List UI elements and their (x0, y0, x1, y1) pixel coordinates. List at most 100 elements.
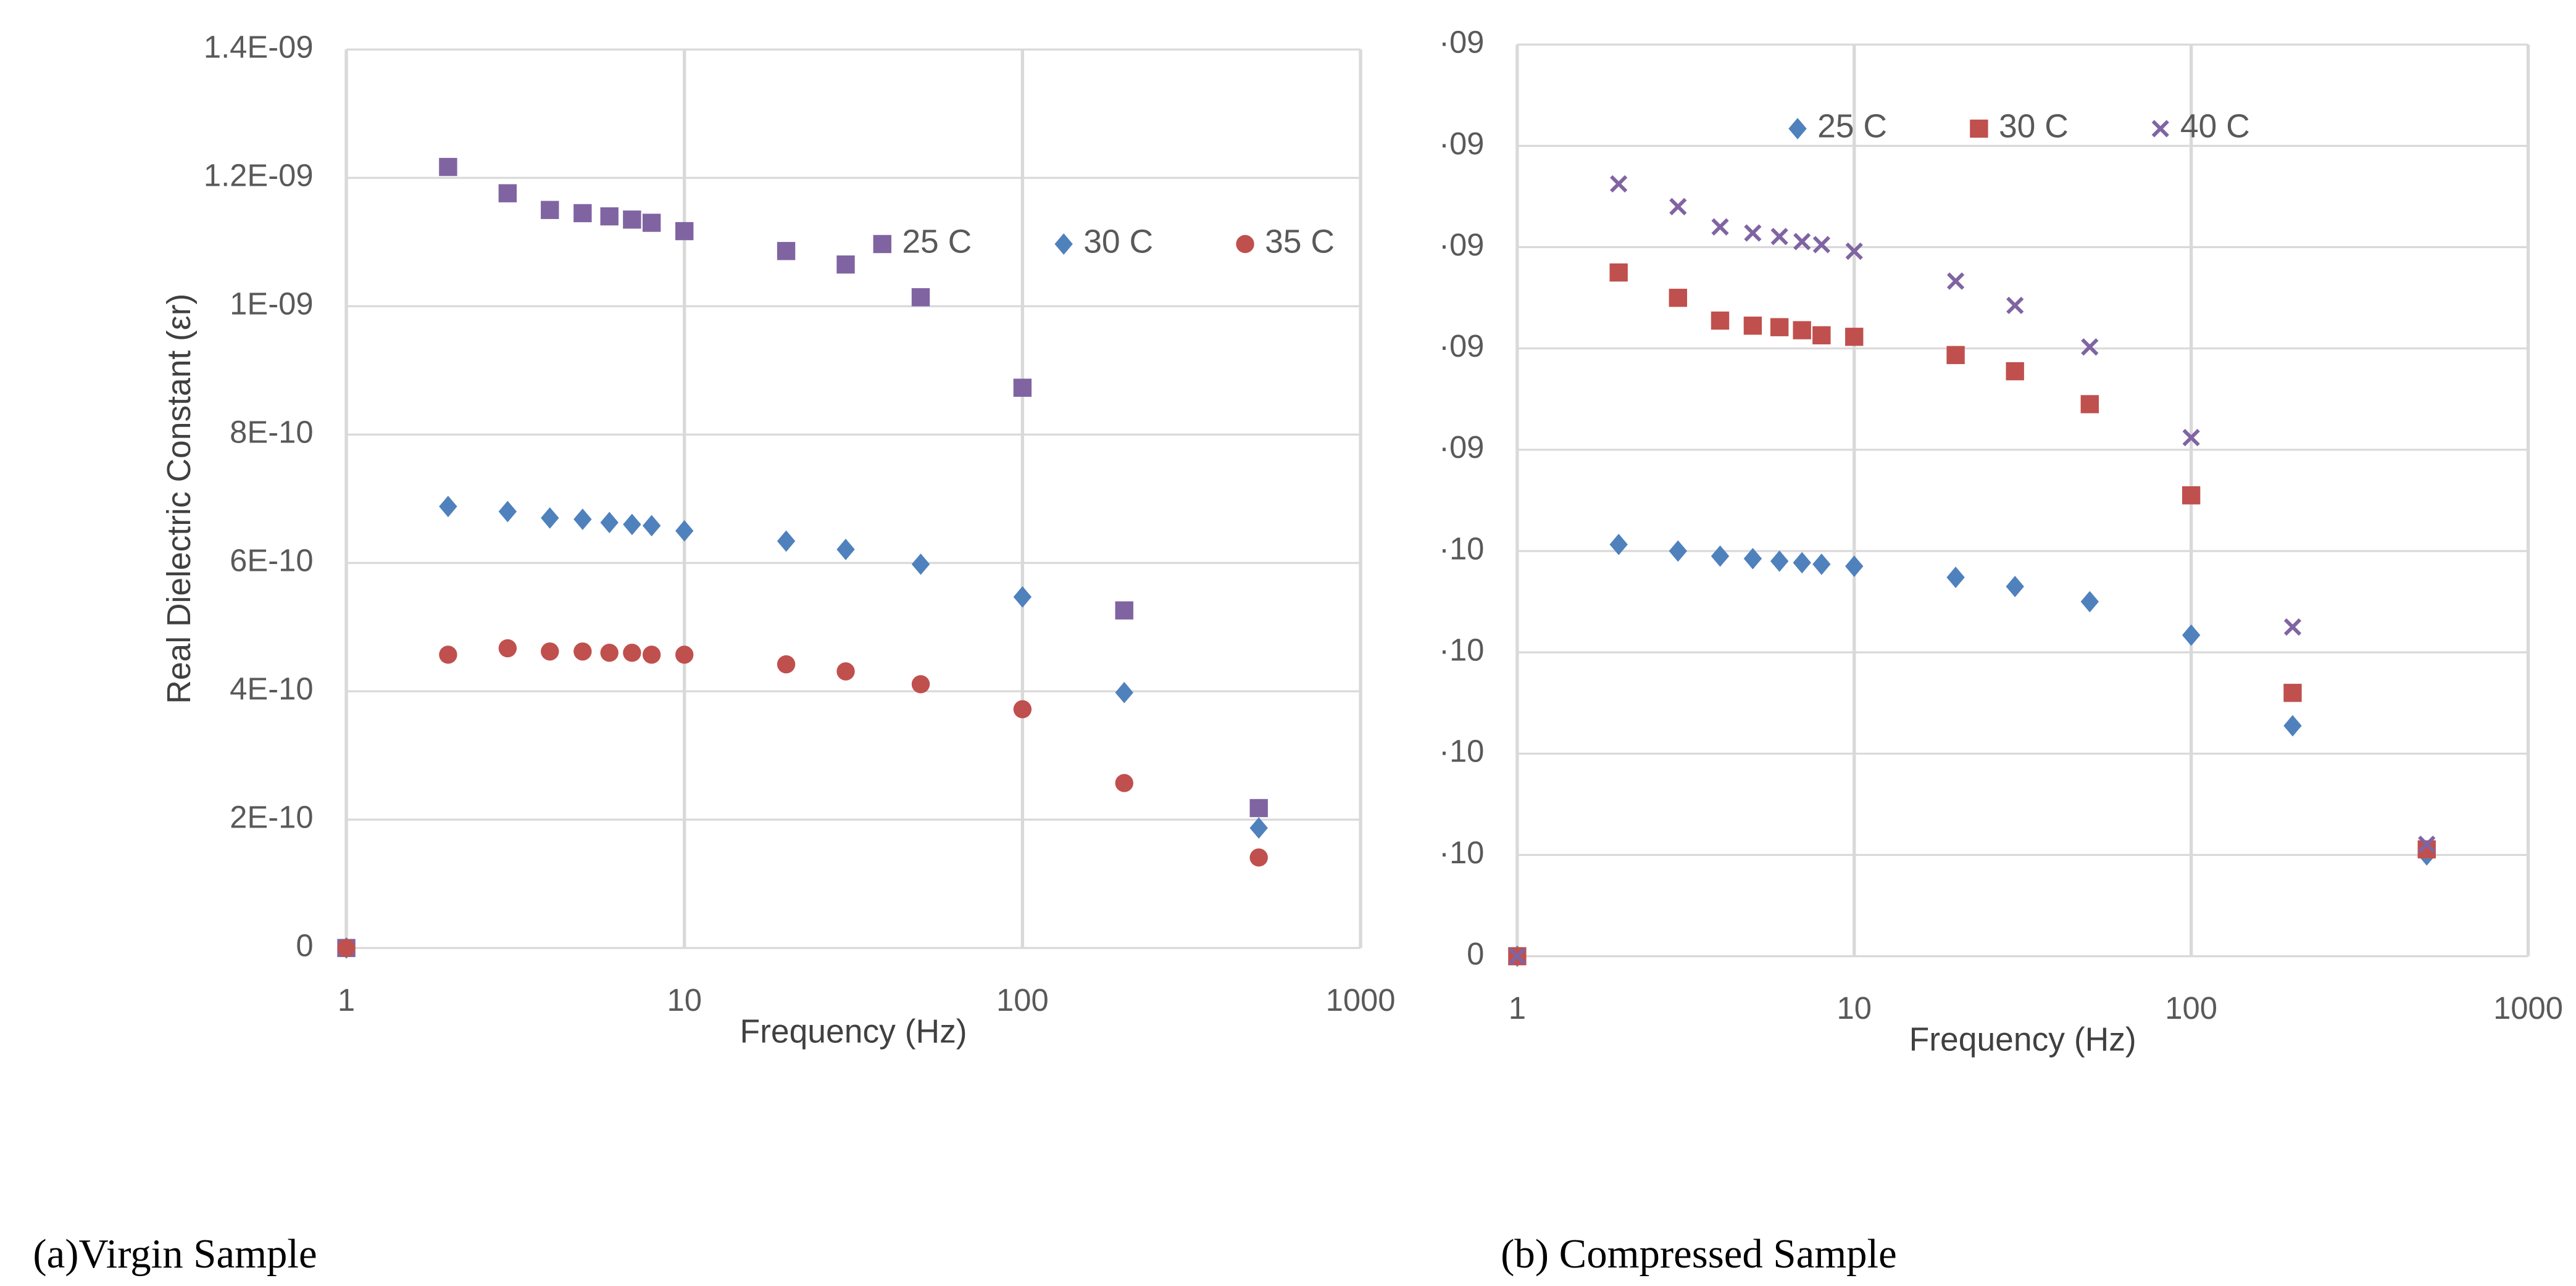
x-tick-label: 1000 (2493, 990, 2563, 1026)
y-tick-label: ·09 (1439, 328, 1484, 363)
marker (642, 645, 661, 664)
marker (498, 639, 517, 658)
marker (836, 662, 855, 681)
marker (1013, 586, 1032, 608)
marker (1793, 321, 1811, 339)
marker (1812, 236, 1830, 254)
y-tick-label: 2E-10 (230, 800, 313, 835)
y-tick-label: 1E-09 (230, 286, 313, 322)
marker (573, 508, 592, 530)
marker (1115, 774, 1133, 792)
legend-label: 40 C (2180, 109, 2250, 145)
y-tick-label: ·10 (1439, 531, 1484, 566)
marker (1013, 700, 1032, 719)
marker (1609, 533, 1628, 555)
x-tick-label: 10 (1837, 990, 1872, 1026)
marker (2182, 429, 2200, 447)
marker (2283, 618, 2302, 636)
marker (600, 207, 619, 226)
x-tick-label: 100 (2165, 990, 2217, 1026)
y-tick-label: ·10 (1439, 734, 1484, 769)
caption: (a)Virgin Sample (33, 1231, 317, 1277)
marker (541, 201, 559, 219)
y-tick-label: 1.4E-09 (204, 30, 314, 65)
marker (337, 939, 356, 957)
marker (1845, 242, 1863, 260)
caption: (b) Compressed Sample (1501, 1231, 1897, 1277)
marker (1669, 197, 1687, 215)
marker (911, 288, 930, 307)
marker (642, 214, 661, 232)
marker (1770, 550, 1789, 572)
marker (1249, 799, 1268, 818)
chart: 0 2E-10 4E-10 6E-10 8E-10 1E-09 1.2E-09 1.4E-09… (33, 30, 1395, 1277)
marker (498, 500, 517, 523)
marker (2080, 395, 2099, 413)
marker (1236, 234, 1254, 254)
y-tick-label: ·09 (1439, 126, 1484, 161)
marker (1013, 378, 1032, 397)
marker (873, 234, 891, 254)
marker (2283, 715, 2302, 737)
x-tick-label: 10 (667, 982, 701, 1018)
marker (1711, 218, 1729, 236)
marker (623, 210, 641, 229)
marker (1793, 552, 1811, 574)
marker (2418, 836, 2436, 853)
y-tick-label: 0 (296, 928, 313, 963)
marker (1770, 228, 1788, 246)
y-tick-label: 8E-10 (230, 415, 313, 450)
marker (1770, 318, 1789, 336)
marker (1970, 119, 1988, 138)
marker (1115, 601, 1133, 620)
marker (836, 255, 855, 274)
marker (777, 242, 796, 260)
y-tick-label: 1.2E-09 (204, 158, 314, 193)
plot-area (346, 49, 1361, 948)
legend-label: 35 C (1265, 224, 1335, 260)
plot-area (1517, 44, 2528, 956)
marker (439, 157, 457, 176)
marker (2283, 684, 2302, 702)
marker (836, 539, 855, 560)
marker (1793, 233, 1811, 251)
x-tick-label: 1 (1509, 990, 1526, 1026)
marker (911, 675, 930, 694)
marker (1812, 553, 1831, 575)
chart: 0 ·10 ·10 ·10 ·10 ·09 ·09 ·09 ·09 ·09 1 10 100 1000 Fr… (1439, 25, 2563, 1277)
marker (1249, 848, 1268, 867)
x-tick-label: 100 (996, 982, 1049, 1018)
marker (1711, 311, 1730, 330)
marker (2182, 624, 2201, 646)
marker (1610, 175, 1628, 193)
legend-label: 30 C (1999, 109, 2069, 145)
y-tick-label: ·09 (1439, 227, 1484, 262)
marker (1845, 555, 1864, 577)
marker (675, 645, 694, 664)
marker (1609, 263, 1628, 282)
marker (498, 184, 517, 202)
marker (600, 512, 619, 534)
marker (2006, 296, 2024, 315)
y-tick-label: ·09 (1439, 429, 1484, 465)
y-tick-label: ·10 (1439, 835, 1484, 870)
marker (1743, 547, 1762, 570)
marker (439, 645, 457, 664)
marker (777, 655, 796, 674)
marker (2151, 120, 2169, 138)
marker (1845, 328, 1864, 346)
marker (1669, 288, 1687, 307)
marker (2182, 486, 2201, 505)
marker (1946, 566, 1965, 589)
marker (2006, 362, 2024, 381)
marker (541, 642, 559, 661)
x-axis-label: Frequency (Hz) (1909, 1022, 2136, 1058)
marker (2006, 576, 2024, 597)
marker (623, 644, 641, 662)
x-axis-label: Frequency (Hz) (740, 1013, 967, 1050)
marker (2081, 338, 2099, 356)
marker (1788, 118, 1807, 139)
x-tick-label: 1000 (1326, 982, 1396, 1018)
marker (1711, 545, 1730, 567)
